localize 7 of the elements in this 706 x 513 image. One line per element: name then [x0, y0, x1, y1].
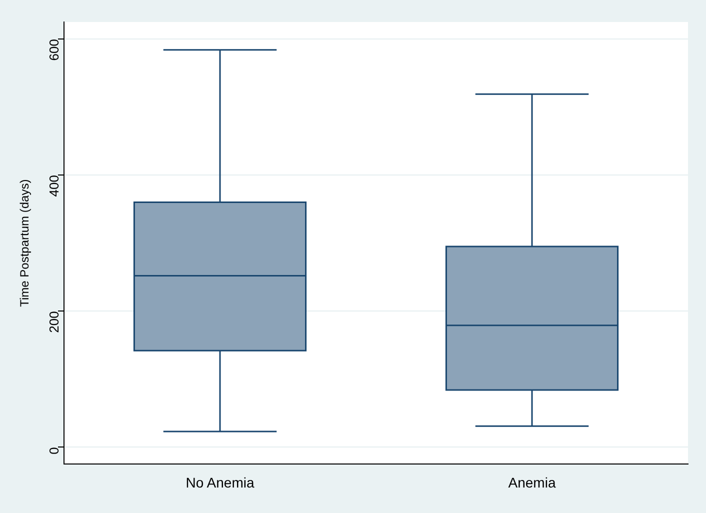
y-tick-label: 0 — [46, 447, 62, 454]
y-tick-label: 400 — [46, 175, 62, 197]
x-tick-label: No Anemia — [186, 474, 254, 490]
y-tick-label: 600 — [46, 39, 62, 61]
y-axis-title: Time Postpartum (days) — [18, 179, 32, 307]
x-tick-label: Anemia — [508, 474, 556, 490]
y-tick-label: 200 — [46, 311, 62, 333]
